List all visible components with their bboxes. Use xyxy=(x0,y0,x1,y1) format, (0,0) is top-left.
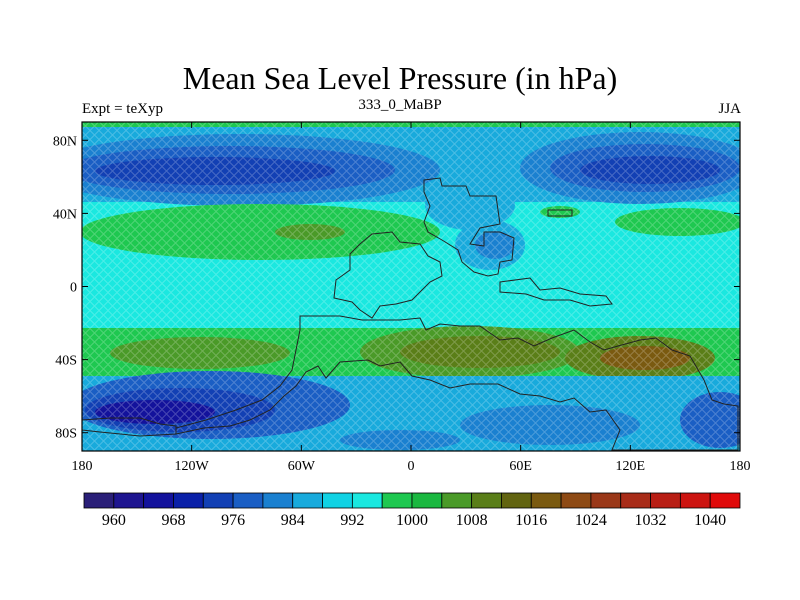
antarctic-fragment-outline xyxy=(81,417,177,437)
colorbar-swatch xyxy=(202,492,234,509)
colorbar-swatch xyxy=(441,492,473,509)
map-title: Mean Sea Level Pressure (in hPa) xyxy=(182,60,618,96)
lon-tick-label: 180 xyxy=(72,459,93,474)
lat-tick-label: 0 xyxy=(70,281,77,296)
colorbar-label: 984 xyxy=(281,512,305,529)
colorbar-swatch xyxy=(262,492,294,509)
colorbar-swatch xyxy=(83,492,115,509)
colorbar-swatch xyxy=(679,492,711,509)
colorbar-label: 1000 xyxy=(396,512,428,529)
coastlines xyxy=(81,177,739,451)
experiment-label: Expt = teXyp xyxy=(82,101,163,117)
colorbar-swatch xyxy=(113,492,145,509)
colorbar-swatch xyxy=(411,492,443,509)
colorbar-swatch xyxy=(709,492,741,509)
colorbar-swatch xyxy=(620,492,651,509)
small-island-outline xyxy=(547,209,573,217)
season-label: JJA xyxy=(718,101,741,117)
lon-tick-label: 180 xyxy=(730,459,751,474)
lon-tick-label: 60W xyxy=(288,459,316,474)
colorbar-label: 1016 xyxy=(515,512,547,529)
lat-tick-label: 40S xyxy=(55,354,77,369)
colorbar-swatch xyxy=(590,492,622,509)
lon-tick-label: 0 xyxy=(408,459,415,474)
colorbar-label: 992 xyxy=(340,512,364,529)
colorbar-swatch xyxy=(173,492,204,509)
colorbar-swatch xyxy=(381,492,413,509)
lon-tick-label: 120W xyxy=(175,459,210,474)
colorbar-swatch xyxy=(292,492,323,509)
colorbar-label: 976 xyxy=(221,512,245,529)
northern-continent-outline xyxy=(423,177,515,277)
colorbar-swatch xyxy=(143,492,174,509)
colorbar-swatch xyxy=(232,492,264,509)
colorbar-swatch xyxy=(471,492,502,509)
map-axes: 80N 40N 0 40S 80S 180 120W 60W 0 60E 120E 180 xyxy=(53,122,751,474)
lat-tick-label: 80S xyxy=(55,427,77,442)
colorbar-swatch xyxy=(530,492,562,509)
lon-tick-label: 60E xyxy=(509,459,532,474)
eastern-strip-outline xyxy=(499,277,613,307)
pressure-field xyxy=(82,122,740,451)
lon-tick-label: 120E xyxy=(616,459,646,474)
colorbar-label: 1040 xyxy=(694,512,726,529)
southern-continent-outline xyxy=(175,315,739,451)
colorbar-swatch xyxy=(560,492,592,509)
colorbar-label: 1024 xyxy=(575,512,607,529)
colorbar-label: 968 xyxy=(161,512,185,529)
colorbar-swatch xyxy=(351,492,383,509)
colorbar-label: 1032 xyxy=(635,512,667,529)
lat-tick-label: 80N xyxy=(53,134,77,149)
colorbar: 960 968 976 984 992 1000 1008 1016 1024 1032 1040 xyxy=(83,492,741,529)
colorbar-swatch xyxy=(650,492,681,509)
period-label: 333_0_MaBP xyxy=(358,97,442,113)
central-continent-outline xyxy=(333,231,443,319)
colorbar-swatch xyxy=(501,492,532,509)
colorbar-label: 1008 xyxy=(456,512,488,529)
colorbar-label: 960 xyxy=(102,512,126,529)
lat-tick-label: 40N xyxy=(53,207,77,222)
colorbar-swatch xyxy=(322,492,353,509)
